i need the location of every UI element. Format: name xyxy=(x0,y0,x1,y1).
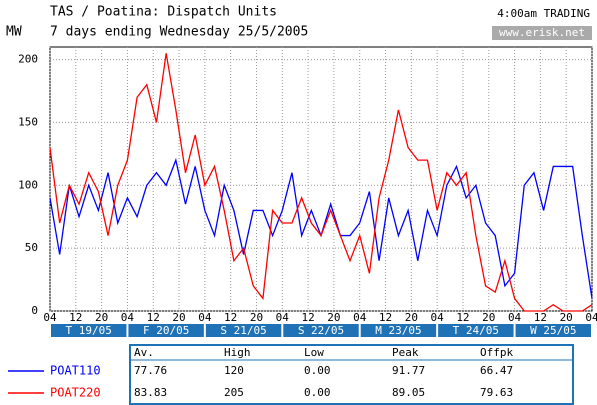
day-label: T 19/05 xyxy=(66,324,112,337)
annotation: 4:00am TRADING xyxy=(497,7,590,20)
x-tick-label: 12 xyxy=(534,311,547,324)
x-tick-label: 12 xyxy=(456,311,469,324)
table-cell: 83.83 xyxy=(134,386,167,399)
x-tick-label: 04 xyxy=(585,311,597,324)
day-box xyxy=(51,324,127,337)
table-border xyxy=(129,344,574,405)
table-cell: 77.76 xyxy=(134,364,167,377)
legend-label: POAT110 xyxy=(50,364,101,378)
x-tick-label: 20 xyxy=(405,311,418,324)
x-tick-label: 20 xyxy=(482,311,495,324)
day-label: M 23/05 xyxy=(375,324,421,337)
x-tick-label: 04 xyxy=(198,311,212,324)
day-box xyxy=(515,324,591,337)
x-tick-label: 20 xyxy=(560,311,573,324)
y-tick-label: 100 xyxy=(18,178,38,191)
day-label: F 20/05 xyxy=(143,324,189,337)
table-header: Low xyxy=(304,346,324,359)
plot-area xyxy=(49,46,593,312)
table-cell: 89.05 xyxy=(392,386,425,399)
y-tick-label: 50 xyxy=(25,241,38,254)
chart-title: TAS / Poatina: Dispatch Units xyxy=(50,5,277,20)
x-tick-label: 20 xyxy=(250,311,263,324)
day-box xyxy=(205,324,282,337)
table-header: Offpk xyxy=(480,346,513,359)
source-box xyxy=(492,26,592,40)
x-tick-label: 04 xyxy=(43,311,57,324)
x-tick-label: 20 xyxy=(327,311,340,324)
x-tick-label: 04 xyxy=(431,311,445,324)
x-tick-label: 04 xyxy=(353,311,367,324)
y-tick-label: 0 xyxy=(31,304,38,317)
table-cell: 79.63 xyxy=(480,386,513,399)
day-box xyxy=(360,324,437,337)
x-tick-label: 12 xyxy=(379,311,392,324)
table-cell: 205 xyxy=(224,386,244,399)
day-box xyxy=(128,324,204,337)
table-header: Peak xyxy=(392,346,419,359)
table-header: Av. xyxy=(134,346,154,359)
day-box xyxy=(283,324,359,337)
x-tick-label: 12 xyxy=(301,311,314,324)
day-label: S 22/05 xyxy=(298,324,344,337)
day-label: T 24/05 xyxy=(453,324,499,337)
x-tick-label: 20 xyxy=(172,311,185,324)
y-tick-label: 150 xyxy=(18,115,38,128)
x-tick-label: 20 xyxy=(95,311,108,324)
source: www.erisk.net xyxy=(499,26,585,39)
table-cell: 0.00 xyxy=(304,364,331,377)
x-tick-label: 04 xyxy=(121,311,135,324)
table-cell: 0.00 xyxy=(304,386,331,399)
x-tick-label: 04 xyxy=(276,311,290,324)
y-axis-label: MW xyxy=(6,25,22,40)
series-line xyxy=(49,53,593,312)
table-cell: 91.77 xyxy=(392,364,425,377)
x-tick-label: 12 xyxy=(147,311,160,324)
chart-subtitle: 7 days ending Wednesday 25/5/2005 xyxy=(50,25,308,40)
day-label: S 21/05 xyxy=(220,324,266,337)
day-label: W 25/05 xyxy=(530,324,576,337)
x-tick-label: 12 xyxy=(69,311,82,324)
table-header: High xyxy=(224,346,251,359)
table-cell: 66.47 xyxy=(480,364,513,377)
x-tick-label: 04 xyxy=(508,311,522,324)
table-cell: 120 xyxy=(224,364,244,377)
legend-label: POAT220 xyxy=(50,386,101,400)
day-box xyxy=(438,324,514,337)
y-tick-label: 200 xyxy=(18,53,38,66)
x-tick-label: 12 xyxy=(224,311,237,324)
